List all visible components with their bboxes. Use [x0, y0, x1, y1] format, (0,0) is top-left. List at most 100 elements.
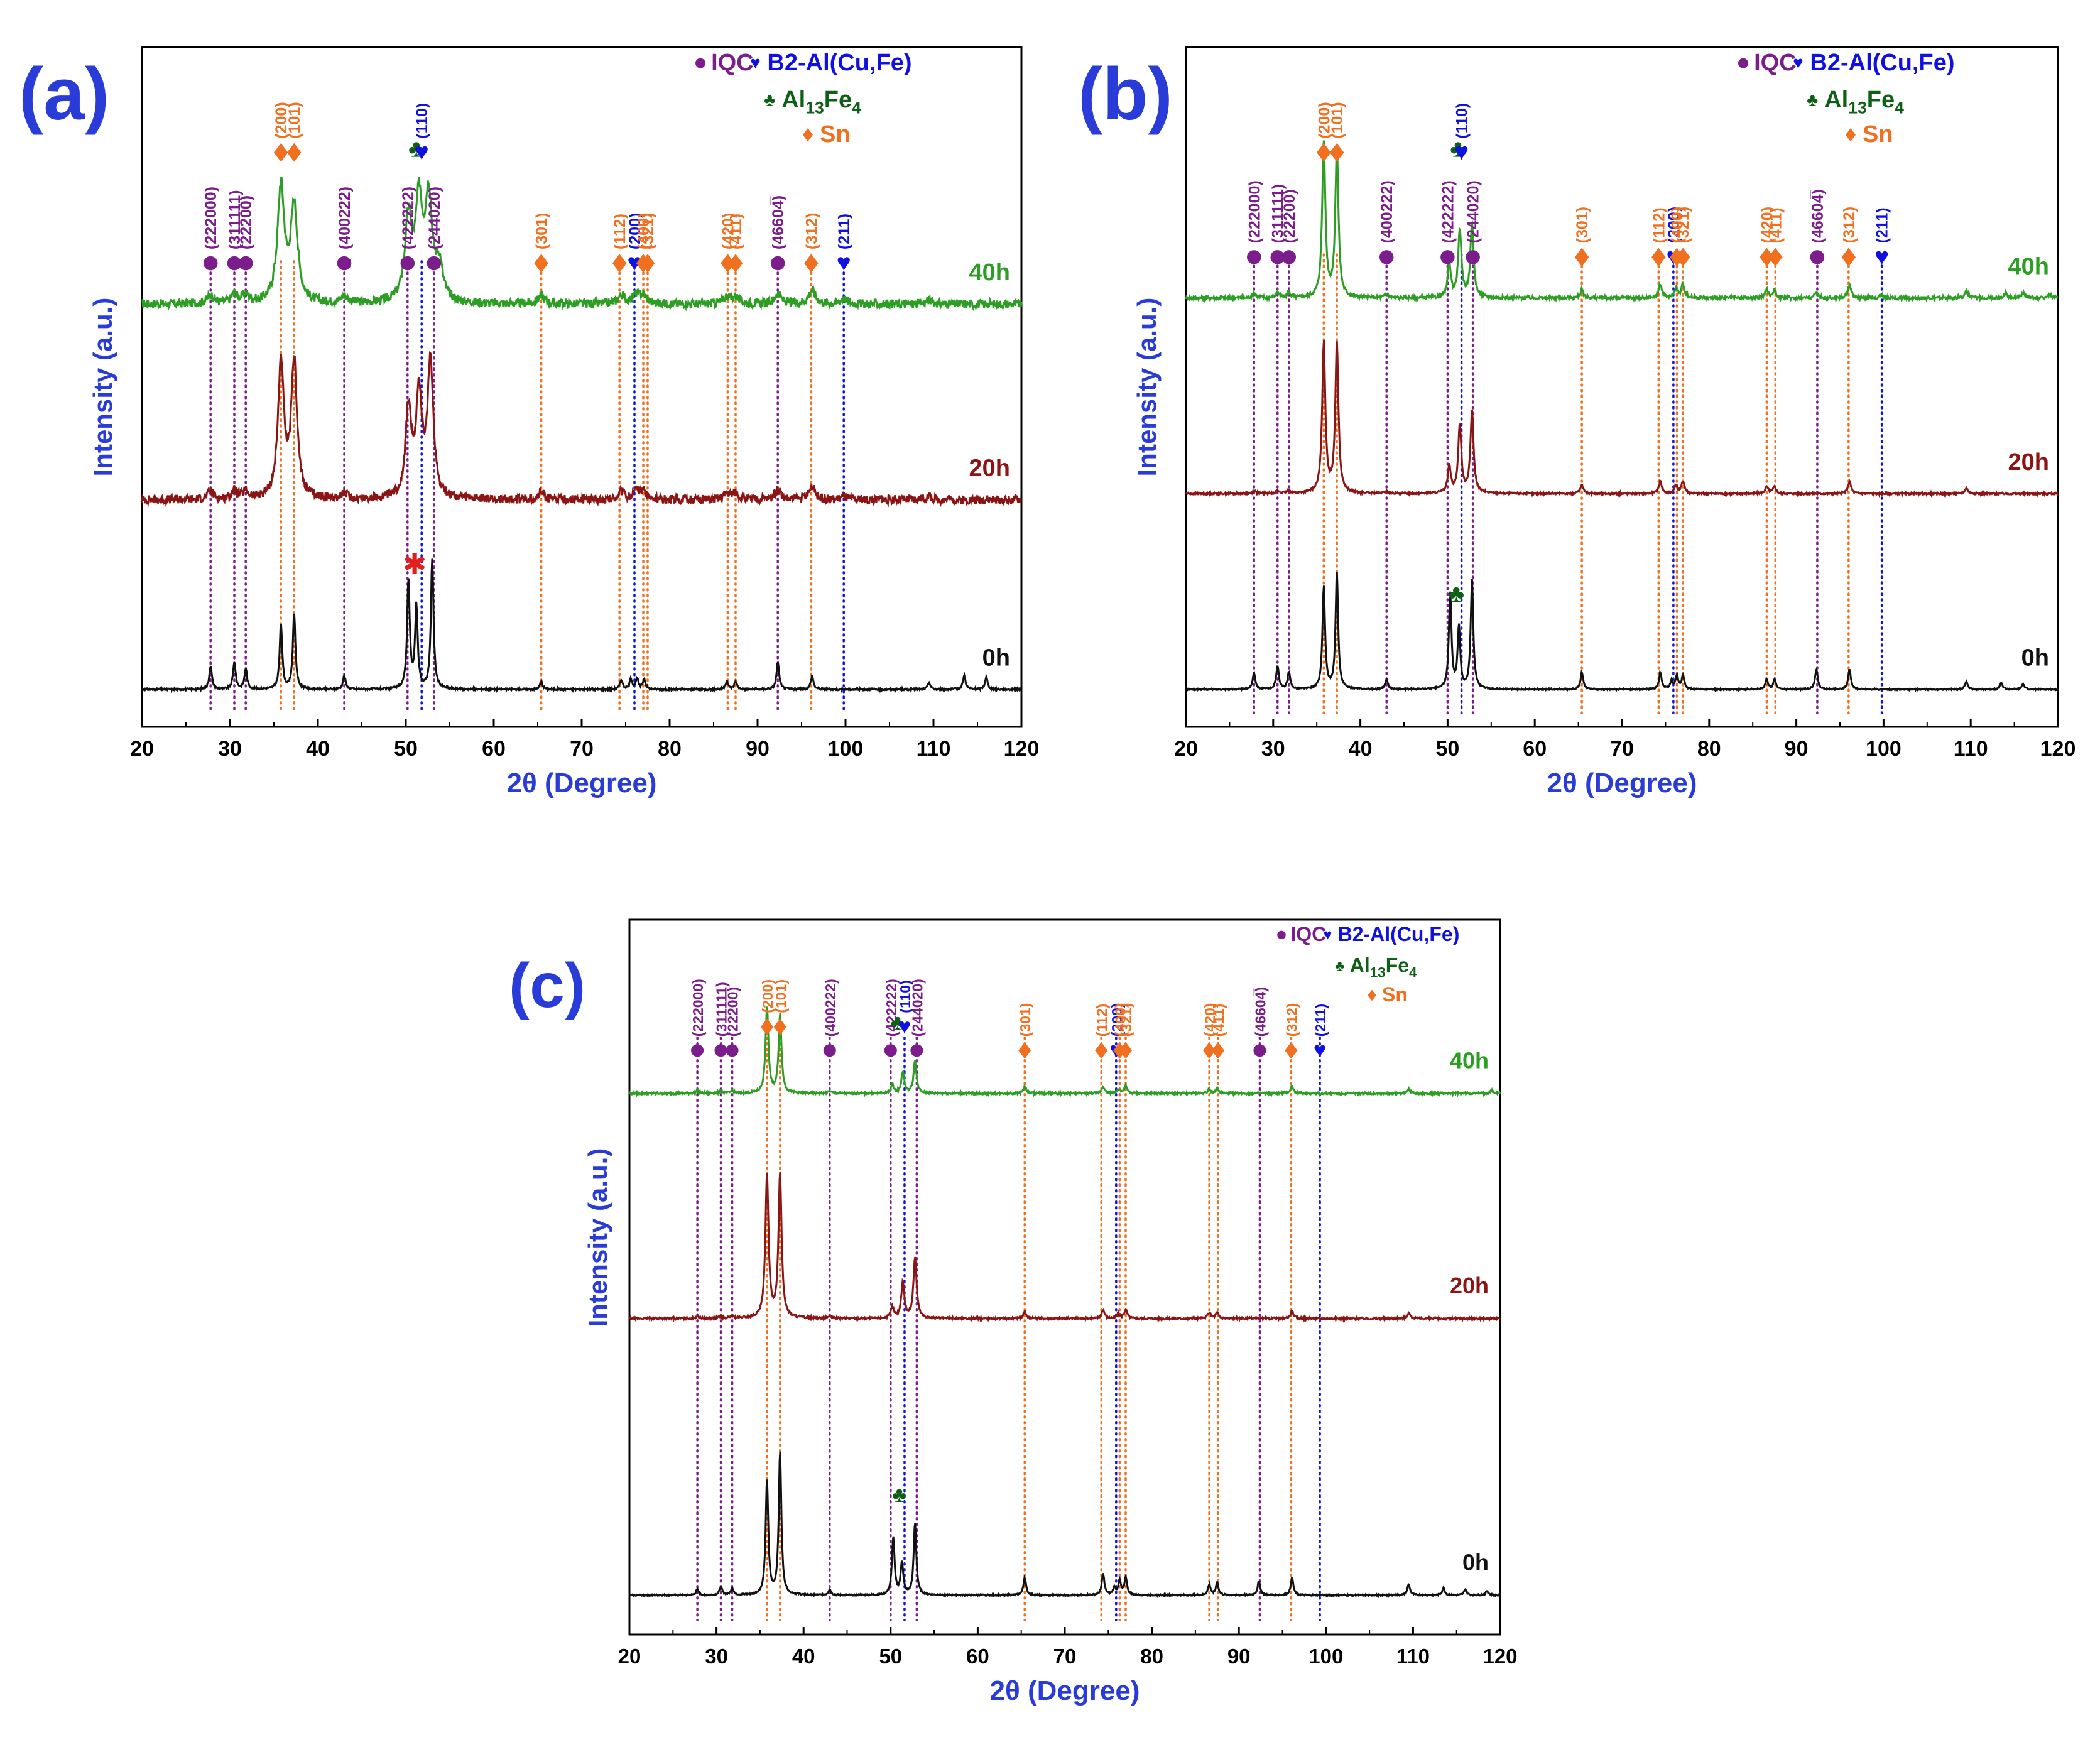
x-tick-label: 20 [1174, 737, 1198, 761]
hkl-label: (420) [1758, 207, 1776, 243]
iqc-marker [227, 256, 242, 271]
sn-marker [612, 254, 627, 273]
hkl-label: (101) [286, 102, 303, 138]
hkl-label: (200) [1665, 207, 1683, 243]
panel-c: (c) Intensity (a.u.) 20 30 40 50 60 70 80 90 100 11… [509, 918, 1518, 1706]
sn-marker [1675, 248, 1690, 267]
iqc-marker [1281, 250, 1297, 264]
x-tick-label: 50 [394, 737, 418, 761]
hkl-label: (400) [1668, 207, 1686, 243]
hkl-label: (422222) [883, 979, 900, 1037]
curve-label-40h: 40h [2008, 253, 2049, 280]
hkl-label: (301) [1017, 1003, 1033, 1037]
curve-label-20h: 20h [1450, 1273, 1489, 1298]
sn-marker [273, 143, 288, 162]
b2-marker: ♥ [837, 249, 851, 276]
x-tick-label: 70 [570, 737, 594, 761]
iqc-marker [726, 1044, 739, 1057]
x-tick-label: 50 [879, 1645, 902, 1668]
hkl-label: (244020) [909, 979, 925, 1037]
iqc-marker [910, 1044, 923, 1057]
curve-label-0h: 0h [1462, 1550, 1489, 1575]
legend-al13fe4-label: Al13Fe4 [1350, 954, 1417, 981]
panel-b: (b) Intensity (a.u.) 20 30 40 50 60 70 80 90 100 11… [1078, 46, 2076, 798]
sn-marker [1018, 1042, 1031, 1059]
curve-label-0h: 0h [982, 645, 1010, 672]
sn-marker [640, 254, 655, 273]
hkl-label: (411) [727, 214, 745, 249]
hkl-label: (222000) [1246, 180, 1263, 243]
legend-b2-symbol: ♥ [1324, 927, 1332, 943]
b2-marker: ♥ [415, 139, 429, 166]
x-tick-label: 120 [2040, 737, 2076, 761]
iqc-marker [1270, 250, 1285, 264]
hkl-label: (112) [611, 214, 629, 249]
hkl-label: (2220̅0) [237, 195, 255, 249]
hkl-label: (200) [626, 213, 644, 249]
iqc-marker [203, 256, 218, 271]
hkl-label: (222000) [690, 979, 706, 1037]
hkl-label: (312) [1841, 207, 1858, 243]
legend: IQC♥ B2-Al(Cu,Fe) ♣ Al13Fe4 Sn [1738, 50, 1955, 148]
hkl-label: (422222) [1439, 180, 1457, 243]
trace-40h [141, 177, 1023, 312]
x-tick-label: 80 [658, 737, 682, 761]
trace-40h [628, 1006, 1501, 1098]
marker-guides [1253, 253, 1883, 715]
hkl-label: (200) [1109, 1003, 1125, 1037]
legend-iqc-label: IQC [1754, 50, 1797, 76]
x-tick-label: 30 [218, 737, 242, 761]
hkl-label: (110) [413, 103, 431, 139]
legend-al13fe4-label: Al13Fe4 [781, 87, 861, 117]
hkl-label: (400222) [1378, 180, 1396, 243]
legend-sn-label: Sn [1863, 121, 1893, 148]
phase-markers: (222000)(311111)(2220̅0)(200)(101)(40022… [202, 102, 853, 276]
trace-0h [628, 1451, 1501, 1599]
sn-marker [534, 254, 548, 273]
hkl-label: (420) [719, 213, 737, 249]
x-tick-label: 80 [1140, 1645, 1163, 1668]
hkl-label: (321) [1118, 1003, 1134, 1037]
hkl-label: (411) [1210, 1004, 1227, 1037]
legend: IQC♥ B2-Al(Cu,Fe) ♣ Al13Fe4 Sn [695, 50, 912, 148]
sn-marker [1285, 1042, 1298, 1059]
hkl-label: (422222) [400, 187, 417, 249]
legend-al13fe4-label: Al13Fe4 [1824, 87, 1904, 117]
trace-20h [629, 1172, 1501, 1324]
legend-b2-label: B2-Al(Cu,Fe) [1338, 923, 1460, 945]
x-tick-label: 60 [482, 737, 506, 761]
sn-marker [286, 143, 302, 162]
iqc-marker [1810, 250, 1825, 264]
iqc-marker [714, 1044, 727, 1057]
x-tick-label: 120 [1004, 737, 1040, 761]
hkl-label: (301) [1574, 207, 1591, 243]
x-tick-label: 110 [917, 737, 951, 761]
x-tick-label: 100 [1866, 737, 1901, 761]
legend-iqc-label: IQC [711, 50, 754, 76]
x-tick-label: 30 [705, 1645, 728, 1668]
x-axis-label: 2θ (Degree) [990, 1675, 1140, 1706]
b2-marker: ♥ [627, 249, 641, 276]
iqc-marker [238, 256, 253, 271]
b2-marker: ♥ [898, 1015, 911, 1038]
y-axis-label: Intensity (a.u.) [1132, 298, 1162, 477]
iqc-marker [1379, 250, 1394, 264]
hkl-label: (244020) [1465, 180, 1483, 243]
legend-sn-label: Sn [820, 121, 851, 148]
iqc-marker [427, 256, 442, 271]
legend-iqc-label: IQC [1290, 923, 1326, 945]
x-axis-label: 2θ (Degree) [1547, 768, 1697, 798]
legend-iqc-symbol [1277, 930, 1286, 940]
curve-label-40h: 40h [1450, 1048, 1489, 1074]
al-marker: ♣ [408, 135, 425, 162]
trace-20h [1185, 340, 2059, 498]
al13fe4-marker-0h: ♣ [1448, 580, 1464, 607]
iqc-marker [1247, 250, 1261, 264]
hkl-label: (301) [533, 213, 551, 249]
hkl-label: (110) [897, 980, 913, 1013]
legend-al13fe4-symbol: ♣ [764, 90, 775, 109]
x-axis-ticks: 20 30 40 50 60 70 80 90 100 110 120 [1174, 719, 2076, 761]
panel-label: (b) [1078, 53, 1173, 136]
legend-al13fe4-symbol: ♣ [1807, 90, 1818, 109]
